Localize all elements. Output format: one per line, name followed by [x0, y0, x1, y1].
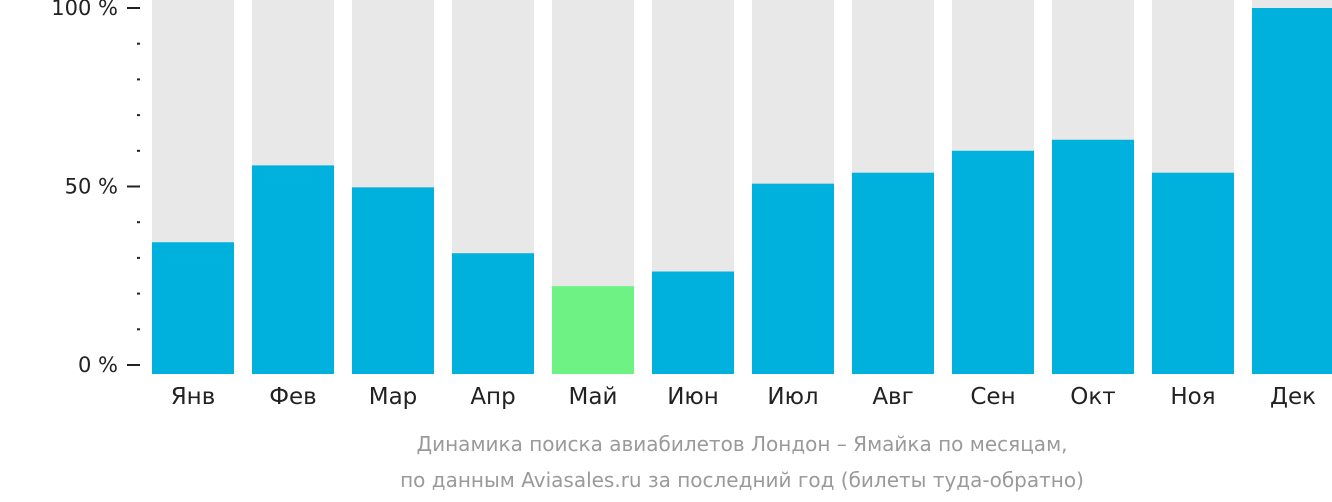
bar: [252, 165, 334, 374]
y-axis: 0 % 50 % 100 %: [51, 0, 140, 377]
bar: [652, 271, 734, 374]
bar: [1052, 139, 1134, 374]
y-tick-label: 50 %: [65, 175, 118, 199]
bar: [1152, 172, 1234, 374]
y-tick-label: 0 %: [78, 353, 118, 377]
bar: [152, 242, 234, 374]
bar: [1252, 8, 1332, 374]
x-tick-label: Ноя: [1170, 384, 1215, 410]
bar-highlighted: [552, 286, 634, 374]
x-tick-label: Мар: [369, 384, 418, 410]
x-tick-label: Фев: [269, 384, 317, 410]
x-tick-label: Апр: [470, 384, 515, 410]
bar: [352, 187, 434, 374]
x-tick-label: Авг: [872, 384, 913, 410]
bar: [952, 150, 1034, 374]
x-tick-label: Дек: [1270, 384, 1316, 410]
y-tick-label: 100 %: [51, 0, 118, 20]
x-tick-label: Май: [569, 384, 618, 410]
x-tick-label: Сен: [970, 384, 1015, 410]
x-axis-labels: Янв Фев Мар Апр Май Июн Июл Авг Сен Окт Ноя Дек: [171, 384, 1316, 410]
x-tick-label: Окт: [1070, 384, 1115, 410]
bar: [752, 183, 834, 374]
x-tick-label: Июн: [667, 384, 719, 410]
caption-line-2: по данным Aviasales.ru за последний год …: [400, 468, 1084, 492]
caption-line-1: Динамика поиска авиабилетов Лондон – Яма…: [416, 432, 1067, 456]
bar: [852, 172, 934, 374]
bar: [452, 253, 534, 374]
data-bars: [152, 8, 1332, 374]
x-tick-label: Янв: [171, 384, 216, 410]
x-tick-label: Июл: [767, 384, 818, 410]
